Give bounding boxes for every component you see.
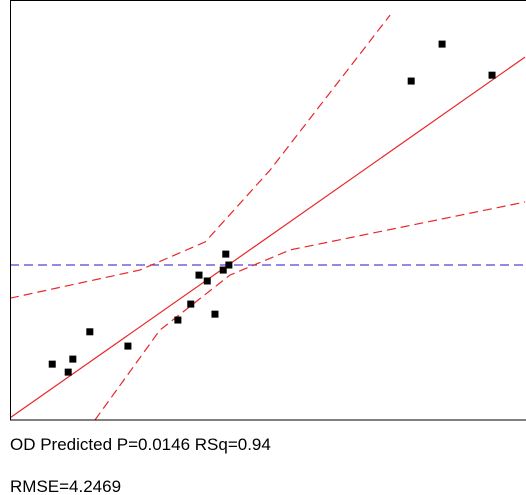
fit-line <box>10 56 526 419</box>
point <box>174 316 182 324</box>
plot-frame <box>10 0 526 421</box>
plot-area <box>10 14 526 420</box>
point <box>488 71 496 79</box>
point <box>124 342 132 350</box>
point <box>225 261 233 269</box>
point <box>438 40 446 48</box>
dashed-line <box>94 201 526 420</box>
dashed-line <box>10 14 391 299</box>
point <box>64 368 72 376</box>
point <box>211 310 219 318</box>
point <box>203 277 211 285</box>
point <box>407 77 415 85</box>
point <box>86 328 94 336</box>
point <box>222 250 230 258</box>
point <box>195 271 203 279</box>
annotation: RMSE=4.2469 <box>10 477 121 495</box>
point <box>187 300 195 308</box>
point <box>48 360 56 368</box>
point <box>219 266 227 274</box>
point <box>69 355 77 363</box>
annotation: OD Predicted P=0.0146 RSq=0.94 <box>10 435 271 454</box>
